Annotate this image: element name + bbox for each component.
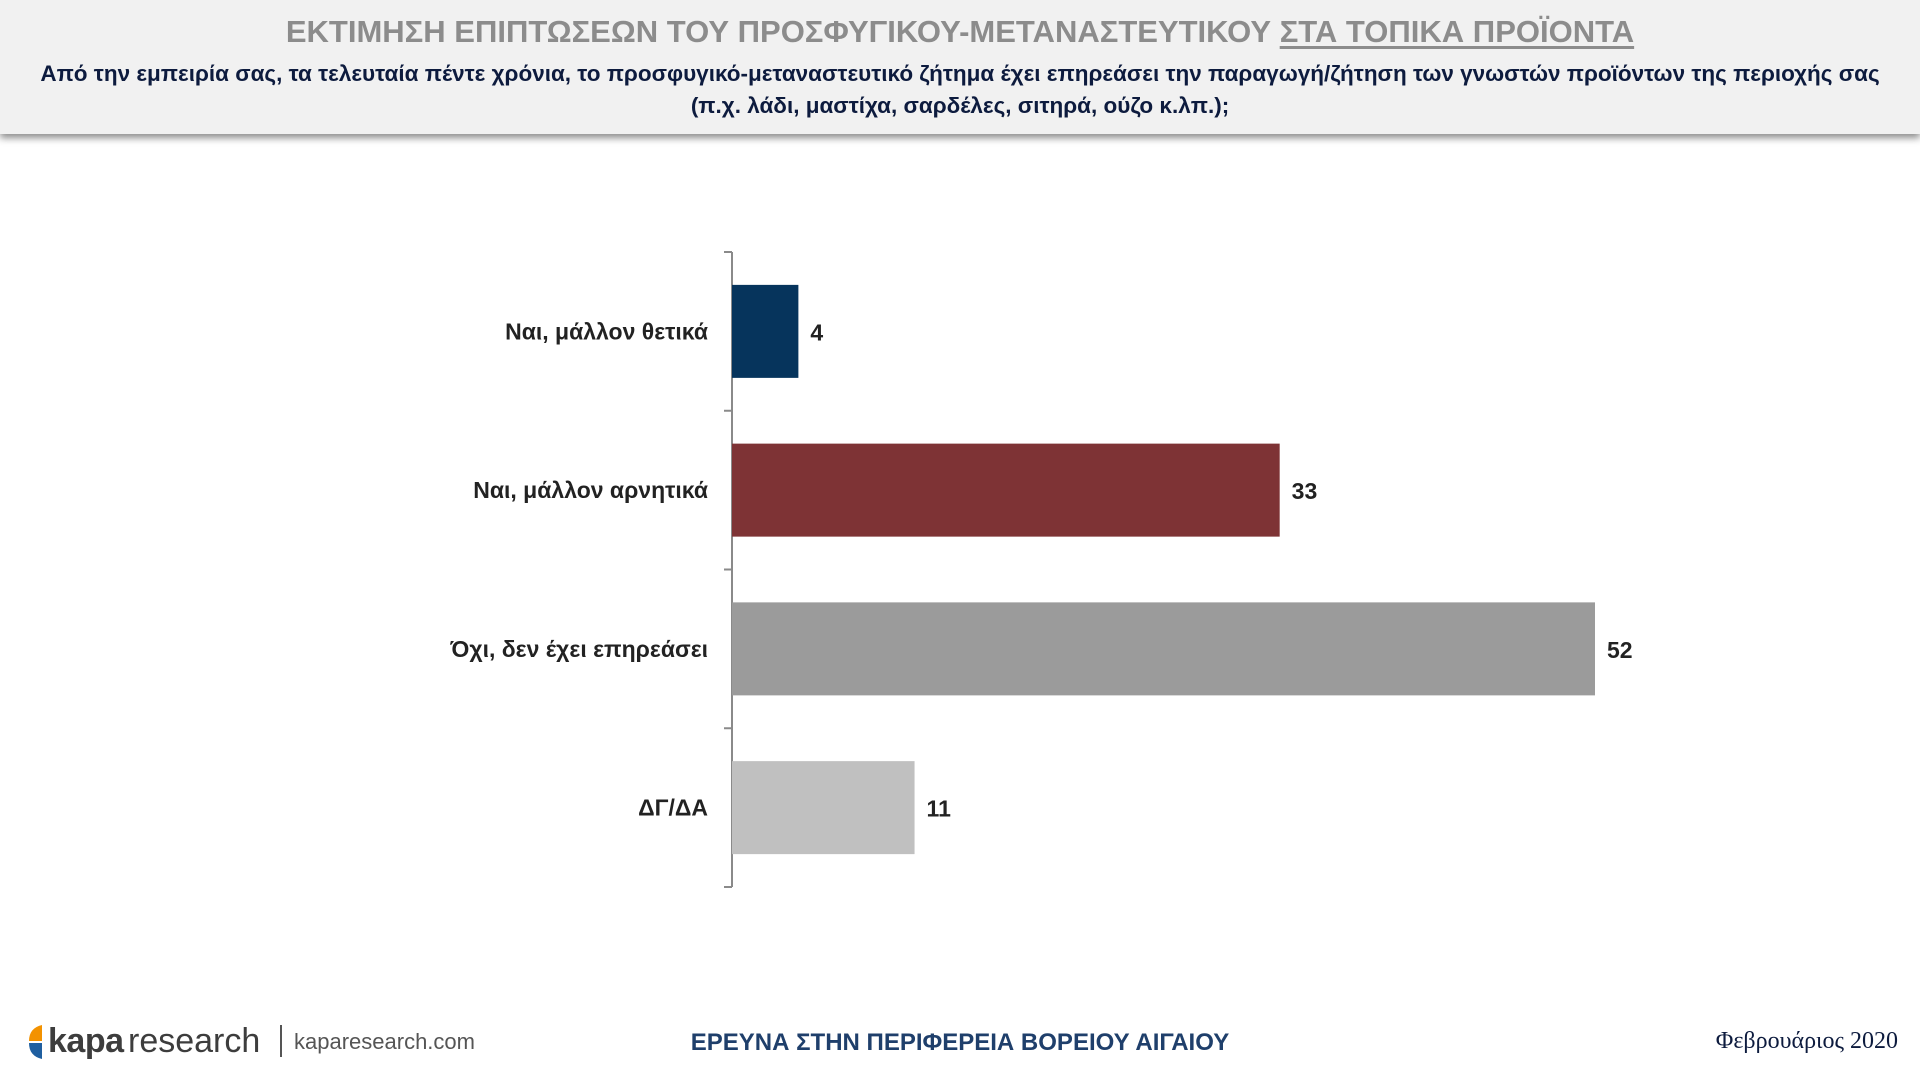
title-main: ΕΚΤΙΜΗΣΗ ΕΠΙΠΤΩΣΕΩΝ ΤΟΥ ΠΡΟΣΦΥΓΙΚΟΥ-ΜΕΤΑ…: [285, 14, 1272, 49]
bar: [732, 602, 1595, 696]
category-label: Ναι, μάλλον θετικά: [505, 318, 708, 344]
logo-kapa-text: kapa: [48, 1022, 124, 1060]
category-label: Όχι, δεν έχει επηρεάσει: [449, 636, 708, 662]
data-label: 11: [927, 796, 952, 822]
logo-research-text: research: [128, 1022, 261, 1060]
data-label: 33: [1292, 478, 1318, 504]
category-label: Ναι, μάλλον αρνητικά: [473, 477, 708, 503]
logo-mark-icon: [29, 1025, 42, 1059]
question-line-1: Από την εμπειρία σας, τα τελευταία πέντε…: [40, 61, 1880, 86]
survey-region-label: ΕΡΕΥΝΑ ΣΤΗΝ ΠΕΡΙΦΕΡΕΙΑ ΒΟΡΕΙΟΥ ΑΙΓΑΙΟΥ: [690, 1029, 1230, 1056]
header-banner: ΕΚΤΙΜΗΣΗ ΕΠΙΠΤΩΣΕΩΝ ΤΟΥ ΠΡΟΣΦΥΓΙΚΟΥ-ΜΕΤΑ…: [0, 0, 1920, 134]
bar: [732, 761, 915, 855]
bar: [732, 284, 799, 378]
question-line-2: (π.χ. λάδι, μαστίχα, σαρδέλες, σιτηρά, ο…: [690, 93, 1230, 118]
logo-url: kaparesearch.com: [294, 1029, 475, 1054]
data-label: 52: [1607, 637, 1633, 663]
bar: [732, 443, 1280, 537]
survey-question: Από την εμπειρία σας, τα τελευταία πέντε…: [0, 58, 1920, 122]
data-label: 4: [810, 319, 823, 345]
page-title: ΕΚΤΙΜΗΣΗ ΕΠΙΠΤΩΣΕΩΝ ΤΟΥ ΠΡΟΣΦΥΓΙΚΟΥ-ΜΕΤΑ…: [0, 14, 1920, 50]
survey-date: Φεβρουάριος 2020: [1715, 1028, 1898, 1054]
title-emphasis: ΣΤΑ ΤΟΠΙΚΑ ΠΡΟΪΟΝΤΑ: [1279, 14, 1635, 49]
logo-divider: [280, 1025, 282, 1057]
category-label: ΔΓ/ΔΑ: [638, 795, 708, 821]
